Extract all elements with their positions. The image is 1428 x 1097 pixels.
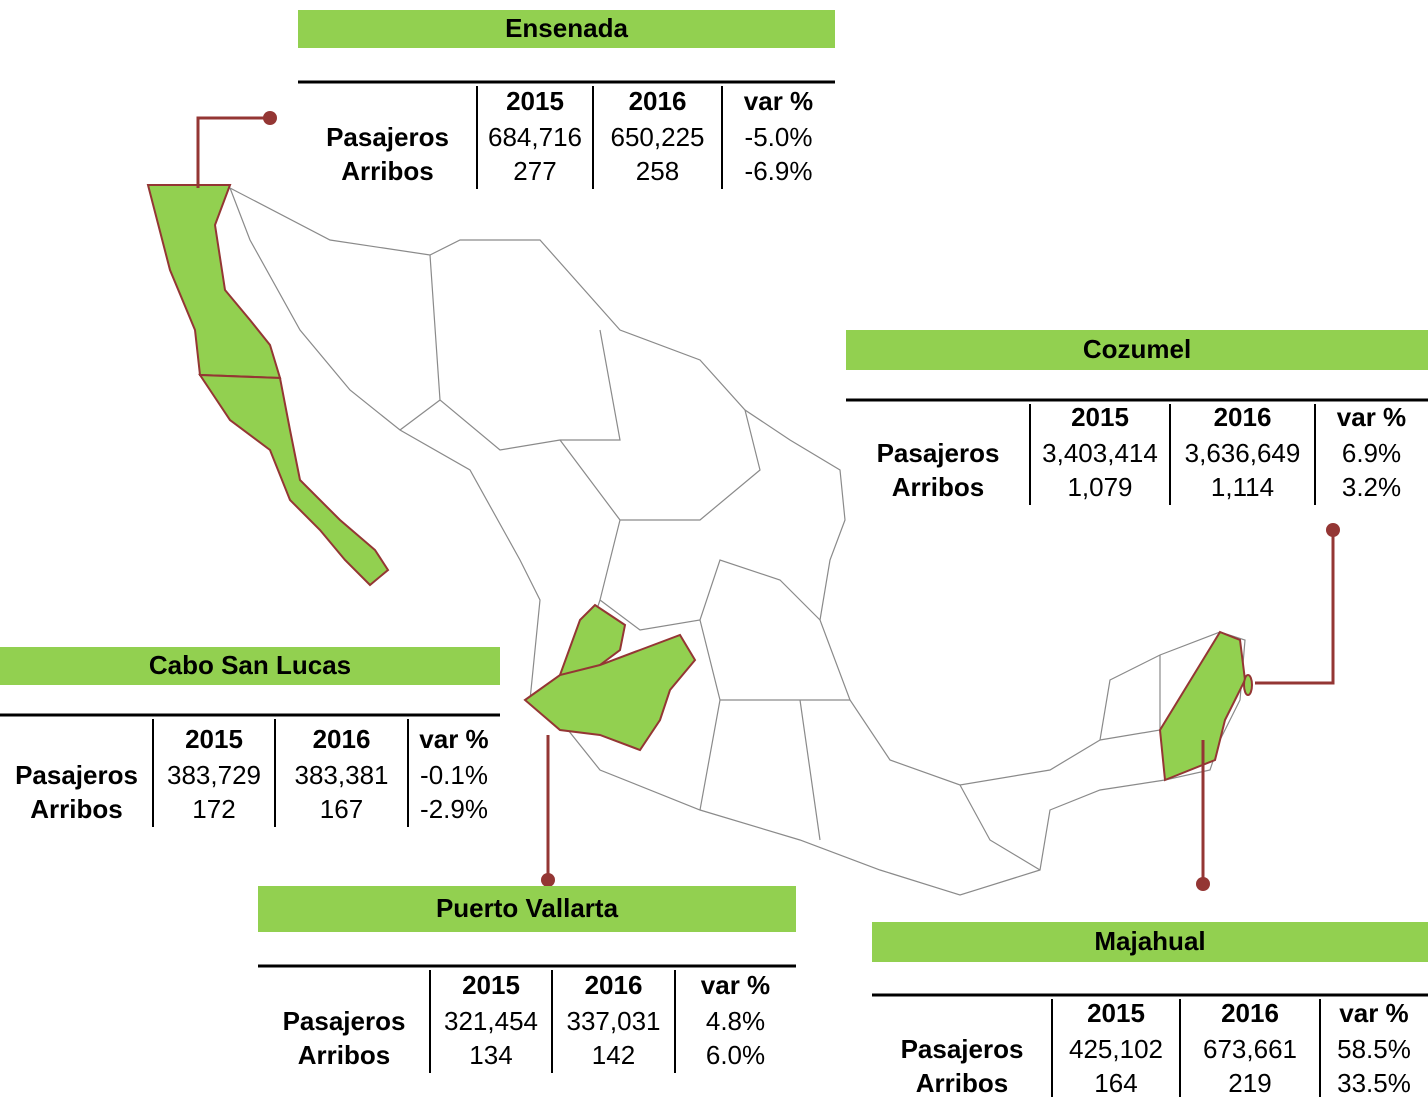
row-label: Pasajeros [901, 1034, 1024, 1064]
connectors [196, 116, 1335, 884]
cell: 6.0% [706, 1040, 765, 1070]
cell: 33.5% [1337, 1068, 1411, 1097]
cell: 1,114 [1211, 472, 1274, 502]
cell: 219 [1228, 1068, 1271, 1097]
dot [1326, 523, 1340, 537]
title-bar [0, 647, 500, 685]
cell: 258 [636, 156, 679, 186]
dot [263, 111, 277, 125]
title-bar [298, 10, 835, 48]
cell: 3,636,649 [1185, 438, 1301, 468]
baja-california [146, 184, 282, 380]
cell: 167 [320, 794, 363, 824]
row-label: Arribos [341, 156, 433, 186]
column-header: var % [701, 970, 770, 1000]
cell: 142 [592, 1040, 635, 1070]
cell: 172 [192, 794, 235, 824]
row-label: Pasajeros [15, 760, 138, 790]
quintana-roo [1158, 630, 1247, 782]
title-bar [846, 330, 1428, 370]
dot [541, 873, 555, 887]
row-label: Pasajeros [877, 438, 1000, 468]
cell: 321,454 [444, 1006, 538, 1036]
panel-title: Puerto Vallarta [436, 893, 619, 923]
cell: 673,661 [1203, 1034, 1297, 1064]
column-header: 2016 [629, 86, 687, 116]
panel-title: Cabo San Lucas [149, 650, 351, 680]
row-label: Arribos [298, 1040, 390, 1070]
cell: 383,729 [167, 760, 261, 790]
row-label: Arribos [892, 472, 984, 502]
cell: -0.1% [420, 760, 488, 790]
baja-california-sur [198, 373, 390, 587]
column-header: var % [419, 724, 488, 754]
column-header: 2015 [462, 970, 520, 1000]
panel-title: Majahual [1094, 926, 1205, 956]
cell: 1,079 [1067, 472, 1132, 502]
panel-title: Ensenada [505, 13, 628, 43]
column-header: 2016 [313, 724, 371, 754]
cell: 134 [469, 1040, 512, 1070]
cell: 164 [1094, 1068, 1137, 1097]
cell: 3.2% [1342, 472, 1401, 502]
column-header: 2015 [506, 86, 564, 116]
row-label: Arribos [30, 794, 122, 824]
row-label: Pasajeros [326, 122, 449, 152]
cell: -5.0% [745, 122, 813, 152]
panel-title: Cozumel [1083, 334, 1191, 364]
cell: 337,031 [567, 1006, 661, 1036]
cell: 3,403,414 [1042, 438, 1158, 468]
cell: 425,102 [1069, 1034, 1163, 1064]
cell: 277 [513, 156, 556, 186]
cell: 58.5% [1337, 1034, 1411, 1064]
column-header: 2015 [185, 724, 243, 754]
column-header: 2016 [1214, 402, 1272, 432]
cell: 6.9% [1342, 438, 1401, 468]
column-header: 2016 [1221, 998, 1279, 1028]
column-header: var % [744, 86, 813, 116]
connector-dots [263, 111, 1340, 891]
dot [1196, 877, 1210, 891]
connector [1255, 530, 1335, 685]
cozumel-island [1243, 674, 1253, 696]
jalisco [523, 633, 697, 752]
column-header: var % [1339, 998, 1408, 1028]
cell: 4.8% [706, 1006, 765, 1036]
column-header: 2016 [585, 970, 643, 1000]
cell: -2.9% [420, 794, 488, 824]
title-bar [258, 886, 796, 932]
column-header: 2015 [1071, 402, 1129, 432]
column-header: var % [1337, 402, 1406, 432]
column-header: 2015 [1087, 998, 1145, 1028]
cell: 650,225 [611, 122, 705, 152]
cell: 383,381 [295, 760, 389, 790]
row-label: Pasajeros [283, 1006, 406, 1036]
row-label: Arribos [916, 1068, 1008, 1097]
connector [196, 116, 270, 188]
highlighted-states [146, 184, 1253, 782]
cell: 684,716 [488, 122, 582, 152]
cell: -6.9% [745, 156, 813, 186]
title-bar [872, 922, 1428, 962]
